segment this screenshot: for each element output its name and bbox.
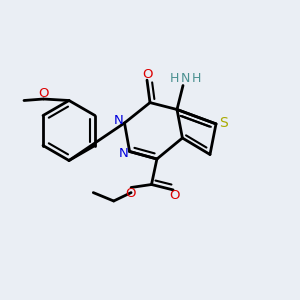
Text: O: O (169, 189, 179, 203)
Text: O: O (39, 86, 49, 100)
Text: N: N (181, 71, 190, 85)
Text: S: S (219, 116, 228, 130)
Text: N: N (114, 114, 123, 127)
Text: N: N (119, 147, 128, 161)
Text: H: H (169, 71, 179, 85)
Text: O: O (143, 68, 153, 81)
Text: O: O (126, 187, 136, 200)
Text: H: H (192, 71, 201, 85)
